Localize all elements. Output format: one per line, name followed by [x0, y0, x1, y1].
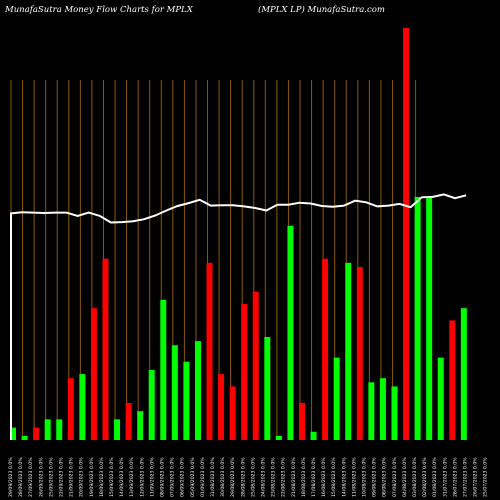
bar	[114, 419, 121, 440]
bar	[102, 258, 109, 440]
bar	[437, 357, 444, 440]
x-tick-label: 06/09/2023 0.0%	[180, 457, 186, 497]
x-tick-label: 15/08/2023 0.0%	[331, 457, 337, 497]
bar	[241, 304, 248, 440]
x-tick-label: 01/09/2023 0.0%	[200, 457, 206, 497]
x-tick-label: 27/07/2023 0.0%	[463, 457, 469, 497]
bar	[322, 258, 329, 440]
x-tick-label: 20/09/2023 0.0%	[79, 457, 85, 497]
x-tick-label: 01/08/2023 0.0%	[432, 457, 438, 497]
x-tick-label: 10/08/2023 0.0%	[362, 457, 368, 497]
bar	[194, 341, 201, 440]
x-tick-label: 25/07/2023 0.0%	[483, 457, 489, 497]
x-tick-label: 23/08/2023 0.0%	[271, 457, 277, 497]
x-tick-label: 29/08/2023 0.0%	[230, 457, 236, 497]
bar	[56, 419, 63, 440]
bar	[414, 196, 421, 440]
x-tick-label: 14/09/2023 0.0%	[119, 457, 125, 497]
x-tick-label: 17/08/2023 0.0%	[311, 457, 317, 497]
bar	[229, 386, 236, 440]
bar	[449, 320, 456, 440]
x-tick-label: 07/08/2023 0.0%	[392, 457, 398, 497]
bar	[33, 427, 40, 440]
x-tick-label: 18/08/2023 0.0%	[301, 457, 307, 497]
bar	[287, 225, 294, 440]
bar	[426, 196, 433, 440]
x-tick-label: 26/07/2023 0.0%	[473, 457, 479, 497]
bar	[21, 435, 28, 440]
x-tick-label: 28/09/2023 0.0%	[18, 457, 24, 497]
bar	[379, 378, 386, 440]
x-tick-label: 11/08/2023 0.0%	[351, 457, 357, 497]
bar	[67, 378, 74, 440]
x-tick-label: 08/09/2023 0.0%	[160, 457, 166, 497]
bar	[252, 291, 259, 440]
bar	[356, 266, 363, 440]
bar	[148, 369, 155, 440]
x-tick-label: 21/08/2023 0.0%	[291, 457, 297, 497]
price-line	[10, 193, 467, 440]
x-tick-label: 03/08/2023 0.0%	[412, 457, 418, 497]
x-tick-label: 25/09/2023 0.0%	[48, 457, 54, 497]
x-tick-label: 26/09/2023 0.0%	[38, 457, 44, 497]
bar	[183, 361, 190, 440]
bar	[460, 308, 467, 440]
bar	[10, 427, 16, 440]
bar	[44, 419, 51, 440]
bar	[403, 28, 410, 440]
bar	[125, 402, 132, 440]
bar	[206, 262, 213, 440]
x-tick-label: 31/07/2023 0.0%	[442, 457, 448, 497]
x-tick-label: 22/08/2023 0.0%	[281, 457, 287, 497]
bar	[90, 308, 97, 440]
bar	[171, 345, 178, 440]
x-tick-label: 08/08/2023 0.0%	[382, 457, 388, 497]
x-tick-label: 19/09/2023 0.0%	[89, 457, 95, 497]
bar	[310, 431, 317, 440]
x-tick-label: 28/07/2023 0.0%	[452, 457, 458, 497]
x-tick-label: 09/08/2023 0.0%	[372, 457, 378, 497]
bar	[160, 299, 167, 440]
x-tick-label: 18/09/2023 0.0%	[99, 457, 105, 497]
chart-subtitle: (MPLX LP) MunafaSutra.com	[258, 5, 385, 15]
bar	[368, 382, 375, 440]
x-tick-label: 25/08/2023 0.0%	[250, 457, 256, 497]
x-tick-label: 14/08/2023 0.0%	[341, 457, 347, 497]
bar	[391, 386, 398, 440]
x-tick-label: 16/08/2023 0.0%	[321, 457, 327, 497]
bar	[137, 411, 144, 440]
x-tick-label: 24/08/2023 0.0%	[261, 457, 267, 497]
x-tick-label: 27/09/2023 0.0%	[28, 457, 34, 497]
x-tick-label: 13/09/2023 0.0%	[129, 457, 135, 497]
x-tick-label: 11/09/2023 0.0%	[149, 457, 155, 497]
x-tick-label: 05/09/2023 0.0%	[190, 457, 196, 497]
x-tick-label: 02/08/2023 0.0%	[422, 457, 428, 497]
bar	[275, 435, 282, 440]
x-tick-label: 07/09/2023 0.0%	[170, 457, 176, 497]
x-tick-label: 29/09/2023 0.0%	[8, 457, 14, 497]
x-tick-label: 21/09/2023 0.0%	[69, 457, 75, 497]
x-tick-label: 31/08/2023 0.0%	[210, 457, 216, 497]
bar	[264, 337, 271, 440]
x-tick-label: 15/09/2023 0.0%	[109, 457, 115, 497]
bar	[345, 262, 352, 440]
x-tick-label: 22/09/2023 0.0%	[59, 457, 65, 497]
x-tick-label: 30/08/2023 0.0%	[220, 457, 226, 497]
chart-title: MunafaSutra Money Flow Charts for MPLX	[5, 5, 193, 15]
x-tick-label: 04/08/2023 0.0%	[402, 457, 408, 497]
x-tick-label: 28/08/2023 0.0%	[240, 457, 246, 497]
bar	[218, 374, 225, 440]
bar	[299, 402, 305, 440]
bar	[79, 374, 86, 440]
x-tick-label: 12/09/2023 0.0%	[139, 457, 145, 497]
bar	[333, 357, 340, 440]
